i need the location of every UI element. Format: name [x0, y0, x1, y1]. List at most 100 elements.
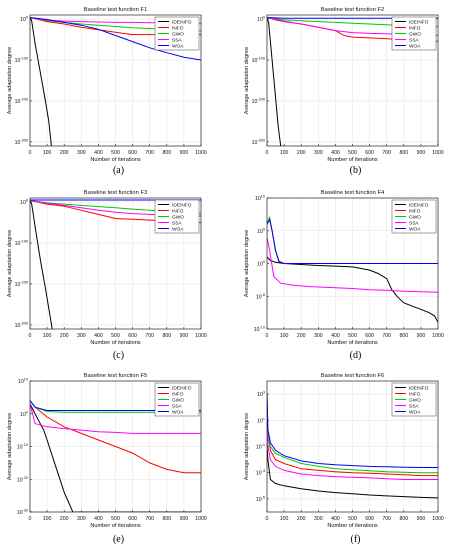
chart-title: Baseline test function F1: [84, 7, 147, 13]
legend-entry: INFO: [409, 208, 421, 214]
y-tick-label: 101: [257, 417, 265, 425]
legend-box: [391, 16, 437, 51]
series-line-ideinfo: [30, 200, 53, 329]
legend-entry: INFO: [172, 25, 184, 31]
y-tick-label: 10-300: [15, 138, 28, 146]
x-tick-label: 300: [77, 516, 86, 522]
x-tick-label: 800: [399, 333, 408, 339]
y-tick-label: 10-300: [252, 138, 265, 146]
y-tick-label: 100: [20, 199, 28, 207]
x-tick-label: 300: [314, 516, 323, 522]
y-tick-label: 10-5: [256, 495, 265, 503]
y-tick-label: 10-20: [17, 476, 28, 484]
legend-entry: IDEINFO: [409, 202, 429, 208]
x-axis-label: Number of iterations: [327, 157, 378, 163]
x-tick-label: 300: [314, 150, 323, 156]
x-tick-label: 800: [162, 516, 171, 522]
x-tick-label: 800: [399, 150, 408, 156]
x-tick-label: 600: [365, 333, 374, 339]
chart-panel-b: 0 100 200 300 400 500 600 700 800 900 1000 100 10-10…: [237, 0, 474, 183]
series-line-gwo: [267, 394, 438, 474]
y-axis-label: Average adaptation degree: [7, 413, 13, 480]
x-tick-label: 500: [111, 150, 120, 156]
chart-panel-c: 0 100 200 300 400 500 600 700 800 900 1000 100 10-10…: [0, 183, 237, 366]
legend-entry: IDEINFO: [172, 19, 192, 25]
x-tick-label: 0: [29, 516, 32, 522]
x-tick-label: 200: [297, 150, 306, 156]
x-tick-label: 600: [365, 516, 374, 522]
chart-panel-a: 0 100 200 300 400 500 600 700 800 900 1000 100 10-10…: [0, 0, 237, 183]
y-axis-label: Average adaptation degree: [244, 230, 250, 297]
x-tick-label: 600: [128, 150, 137, 156]
x-axis-label: Number of iterations: [90, 157, 141, 163]
chart-svg-b: 0 100 200 300 400 500 600 700 800 900 1000 100 10-10…: [244, 7, 444, 163]
x-tick-label: 800: [399, 516, 408, 522]
x-axis-label: Number of iterations: [90, 340, 141, 346]
x-tick-label: 1000: [195, 150, 207, 156]
x-tick-label: 100: [280, 150, 289, 156]
y-tick-label: 100: [257, 260, 265, 268]
legend-entry: WOA: [172, 226, 184, 232]
x-axis-label: Number of iterations: [327, 340, 378, 346]
x-tick-label: 700: [145, 333, 154, 339]
y-tick-label: 100: [20, 16, 28, 24]
y-tick-label: 10-100: [15, 240, 28, 248]
x-tick-label: 400: [94, 150, 103, 156]
legend-entry: WOA: [409, 43, 421, 49]
y-tick-label: 10-300: [15, 321, 28, 329]
x-tick-label: 100: [43, 150, 52, 156]
panel-caption-f: (f): [350, 534, 361, 545]
y-tick-label: 1010: [255, 195, 265, 203]
y-axis-label: Average adaptation degree: [244, 47, 250, 114]
x-tick-label: 900: [180, 150, 189, 156]
chart-panel-e: 0 100 200 300 400 500 600 700 800 900 1000 1010 100 1…: [0, 366, 237, 549]
chart-title: Baseline test function F3: [84, 190, 147, 196]
x-tick-label: 900: [417, 516, 426, 522]
panel-caption-a: (a): [112, 165, 125, 176]
chart-panel-f: 0 100 200 300 400 500 600 700 800 900 1000 103 101 10…: [237, 366, 474, 549]
legend-entry: SSA: [409, 403, 419, 409]
x-tick-label: 500: [348, 333, 357, 339]
legend-entry: IDEINFO: [172, 202, 192, 208]
chart-title: Baseline test function F6: [321, 373, 384, 379]
panel-caption-d: (d): [349, 350, 362, 361]
legend-entry: GWO: [409, 214, 421, 220]
legend-entry: GWO: [172, 31, 184, 37]
x-tick-label: 100: [43, 516, 52, 522]
x-tick-label: 600: [128, 516, 137, 522]
x-tick-label: 0: [266, 516, 269, 522]
x-tick-label: 900: [417, 333, 426, 339]
x-tick-label: 1000: [195, 333, 207, 339]
legend-entry: INFO: [172, 208, 184, 214]
legend-entry: GWO: [409, 31, 421, 37]
chart-title: Baseline test function F2: [321, 7, 384, 13]
x-tick-label: 700: [382, 150, 391, 156]
chart-svg-e: 0 100 200 300 400 500 600 700 800 900 1000 1010 100 1…: [7, 373, 207, 529]
x-tick-label: 400: [94, 333, 103, 339]
series-line-ideinfo: [267, 17, 282, 146]
series-line-woa: [30, 17, 201, 61]
x-tick-label: 500: [348, 516, 357, 522]
y-tick-label: 103: [257, 391, 265, 399]
x-tick-label: 1000: [432, 150, 444, 156]
chart-title: Baseline test function F5: [84, 373, 147, 379]
y-tick-label: 10-5: [256, 293, 265, 301]
series-line-info: [30, 400, 201, 474]
x-tick-label: 1000: [432, 516, 444, 522]
legend-entry: WOA: [172, 43, 184, 49]
x-tick-label: 600: [128, 333, 137, 339]
legend-entry: INFO: [172, 391, 184, 397]
y-tick-label: 10-10: [17, 443, 28, 451]
x-tick-label: 200: [60, 516, 69, 522]
legend-entry: WOA: [172, 409, 184, 415]
x-tick-label: 700: [382, 333, 391, 339]
x-axis-label: Number of iterations: [90, 523, 141, 529]
x-tick-label: 300: [77, 333, 86, 339]
legend-entry: IDEINFO: [409, 19, 429, 25]
y-tick-label: 105: [257, 227, 265, 235]
x-tick-label: 400: [94, 516, 103, 522]
x-tick-label: 900: [180, 516, 189, 522]
x-tick-label: 0: [29, 150, 32, 156]
chart-title: Baseline test function F4: [321, 190, 385, 196]
x-tick-label: 700: [145, 150, 154, 156]
